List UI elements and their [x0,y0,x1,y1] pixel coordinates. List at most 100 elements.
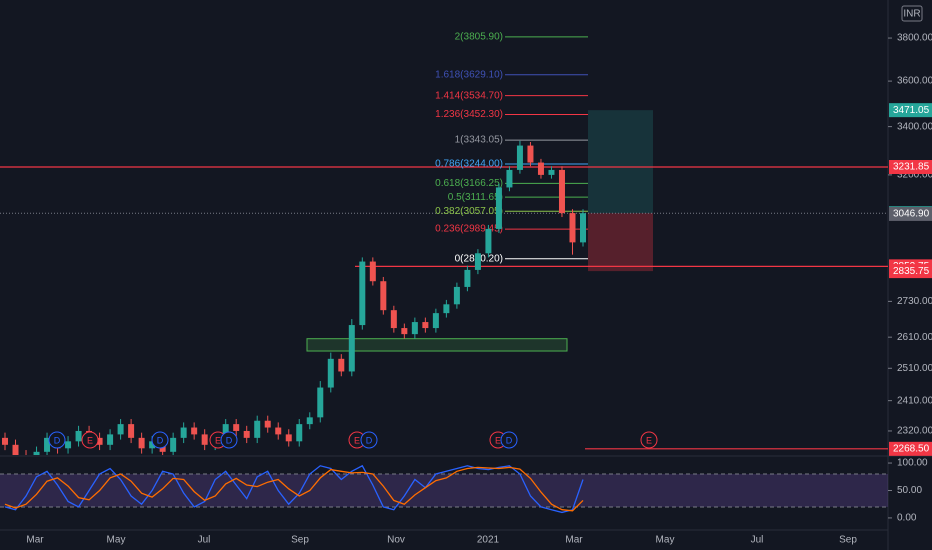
candle-body [2,437,8,445]
event-badge [640,431,658,449]
x-tick-label: Nov [387,535,405,546]
candle-body [128,424,135,438]
y-tick-label: 3600.00 [897,76,932,87]
candle-body [527,145,534,163]
candle-body [96,437,103,445]
fib-label: 1.236(3452.30) [435,109,503,120]
event-label: E [215,435,221,445]
event-label: D [157,435,164,445]
price-label: 3231.85 [893,162,930,173]
candle-body [33,451,40,455]
fib-label: 0.786(3244.00) [435,159,503,170]
event-label: D [54,435,61,445]
candle-body [537,162,544,175]
y-tick-label: 2320.00 [897,426,932,437]
x-tick-label: Mar [26,535,44,546]
y-tick-label: 3200.00 [897,170,932,181]
candle-body [495,187,502,229]
candle-body [401,328,408,335]
candle-body [117,424,124,435]
candle-body [296,424,303,442]
stoch-line [4,464,584,514]
candle-body [107,434,114,445]
x-tick-label: Jul [198,535,211,546]
fib-label: 2(3805.90) [455,31,503,42]
candle-body [359,261,366,326]
candle-body [149,441,156,449]
event-label: E [87,435,93,445]
candle-body [222,424,229,438]
x-tick-label: Mar [565,535,583,546]
currency-box[interactable] [901,5,923,22]
target-box [588,110,653,214]
candle-body [201,434,208,445]
event-badge [500,431,518,449]
candle-body [180,427,187,438]
y-tick-label: 2730.00 [897,296,932,307]
candle-body [369,261,376,282]
x-tick-label: May [107,535,126,546]
x-tick-label: 2021 [477,535,500,546]
event-label: E [646,435,652,445]
candle-body [170,437,177,452]
candle-body [380,281,387,311]
candle-body [233,424,240,431]
candle-body [548,169,555,175]
fib-label: 0.382(3057.05) [435,206,503,217]
candle-body [138,437,145,449]
event-label: E [354,435,360,445]
stop-box [588,213,653,272]
candle-body [506,169,513,188]
event-label: E [495,435,501,445]
price-label: 2835.75 [893,266,930,277]
demand-zone [306,338,568,352]
candle-body [191,427,198,435]
fib-label: 1.414(3534.70) [435,90,503,101]
event-badge [81,431,99,449]
candle-body [569,213,576,243]
fib-label: 1(3343.05) [455,135,503,146]
price-label-box [889,441,932,456]
candle-body [464,269,471,287]
candle-body [485,228,492,254]
stoch-band [0,474,888,507]
main-pane: 2(3805.90) 1.618(3629.10) 1.414(3534.70) 1.… [0,31,888,455]
candle-body [285,434,292,442]
candle-body [12,444,19,455]
candle-body [44,437,51,452]
price-label-box [889,264,932,279]
price-label-box [889,206,932,221]
candle-body [264,420,271,428]
x-tick-label: Sep [839,535,857,546]
event-label: D [366,435,373,445]
price-label: 3471.05 [893,105,930,116]
stoch-line [4,466,584,512]
candle-body [327,358,334,388]
y-tick-label: 2510.00 [897,363,932,374]
price-label-box [889,103,932,118]
candle-body [306,417,313,425]
y-tick-label: 2410.00 [897,395,932,406]
fib-label: 0.618(3166.25) [435,178,503,189]
candle-body [453,286,460,305]
overlay: 3800.00 3600.00 3400.00 3200.00 2730.00 2610.… [0,33,932,546]
y-tick-label: 3400.00 [897,121,932,132]
candle-body [516,145,523,170]
y-tick-label: 3800.00 [897,33,932,44]
candle-body [432,313,439,329]
candle-body [75,430,82,442]
candle-body [65,441,72,449]
candle-body [338,358,345,372]
price-label: 2268.50 [893,443,930,454]
stoch-tick-label: 0.00 [897,513,917,524]
x-tick-label: Sep [291,535,309,546]
fib-label: 0.5(3111.65) [448,192,503,203]
candle-body [317,387,324,418]
fib-label: 1.618(3629.10) [435,69,503,80]
candle-body [411,322,418,335]
price-label-box [889,160,932,175]
x-tick-label: Jul [751,535,764,546]
event-badge [151,431,169,449]
event-label: D [226,435,233,445]
